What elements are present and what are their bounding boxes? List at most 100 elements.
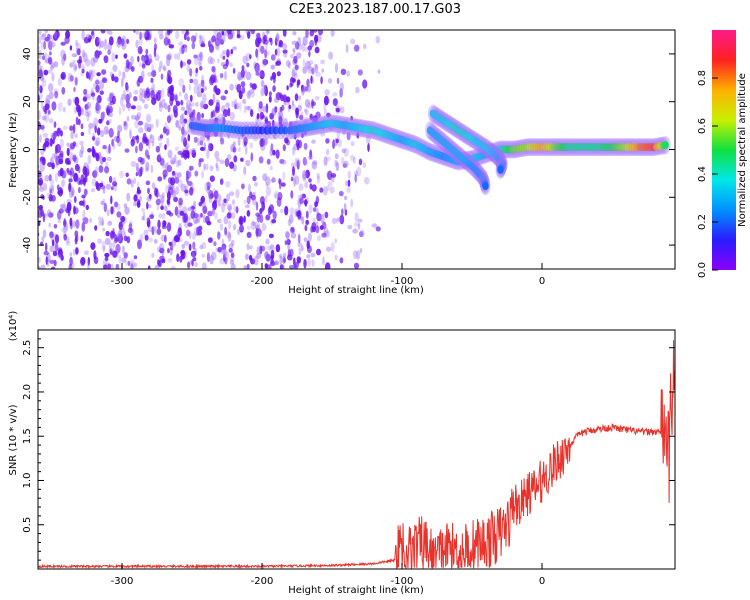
noise-speckle bbox=[262, 105, 267, 113]
y-tick-label: 0 bbox=[22, 146, 33, 152]
noise-speckle bbox=[104, 42, 107, 51]
noise-speckle bbox=[38, 110, 41, 121]
noise-speckle bbox=[96, 104, 102, 110]
noise-speckle bbox=[87, 148, 92, 153]
noise-speckle bbox=[282, 49, 288, 54]
noise-speckle bbox=[325, 246, 332, 252]
noise-speckle bbox=[81, 64, 85, 72]
noise-speckle bbox=[139, 87, 143, 96]
noise-speckle bbox=[290, 230, 295, 235]
noise-speckle bbox=[229, 83, 234, 91]
noise-speckle bbox=[107, 220, 113, 226]
y-tick-label: 2.0 bbox=[22, 384, 33, 400]
noise-speckle bbox=[229, 62, 233, 67]
noise-speckle bbox=[54, 242, 58, 251]
noise-speckle bbox=[38, 266, 41, 269]
noise-speckle bbox=[209, 57, 216, 65]
noise-speckle bbox=[306, 240, 310, 249]
noise-speckle bbox=[47, 33, 51, 39]
noise-speckle bbox=[99, 90, 105, 95]
noise-speckle bbox=[199, 135, 206, 142]
noise-speckle bbox=[350, 38, 356, 45]
noise-speckle bbox=[159, 134, 164, 139]
noise-speckle bbox=[183, 33, 187, 41]
noise-speckle bbox=[245, 105, 251, 111]
noise-speckle bbox=[167, 52, 173, 61]
noise-speckle bbox=[222, 63, 228, 70]
noise-speckle bbox=[117, 36, 122, 45]
noise-speckle bbox=[278, 121, 282, 129]
noise-speckle bbox=[54, 242, 59, 252]
noise-speckle bbox=[282, 43, 288, 50]
noise-speckle bbox=[184, 189, 189, 194]
noise-speckle bbox=[154, 264, 160, 269]
snr-multiplier: (x10⁴) bbox=[8, 311, 19, 342]
noise-speckle bbox=[56, 210, 62, 220]
noise-speckle bbox=[211, 117, 215, 126]
noise-speckle bbox=[259, 245, 263, 255]
noise-speckle bbox=[105, 183, 112, 190]
noise-speckle bbox=[157, 176, 163, 182]
noise-speckle bbox=[285, 231, 290, 240]
noise-speckle bbox=[33, 56, 35, 64]
noise-speckle bbox=[112, 142, 116, 150]
noise-speckle bbox=[173, 53, 178, 60]
noise-speckle bbox=[158, 213, 163, 219]
noise-speckle bbox=[181, 120, 186, 128]
noise-speckle bbox=[302, 58, 306, 67]
noise-speckle bbox=[274, 260, 280, 266]
y-tick-label: 1.0 bbox=[22, 473, 33, 489]
noise-speckle bbox=[343, 160, 349, 168]
noise-speckle bbox=[104, 252, 110, 258]
noise-speckle bbox=[303, 108, 307, 113]
noise-speckle bbox=[371, 223, 378, 228]
noise-speckle bbox=[219, 223, 224, 231]
noise-speckle bbox=[81, 217, 87, 222]
noise-speckle bbox=[200, 43, 206, 48]
noise-speckle bbox=[141, 63, 146, 69]
noise-speckle bbox=[33, 103, 36, 111]
noise-speckle bbox=[302, 156, 307, 166]
noise-speckle bbox=[353, 221, 359, 227]
noise-speckle bbox=[180, 250, 185, 260]
noise-speckle bbox=[139, 157, 145, 165]
noise-speckle bbox=[167, 90, 171, 97]
noise-speckle bbox=[108, 175, 113, 184]
noise-speckle bbox=[264, 136, 269, 145]
noise-speckle bbox=[136, 79, 141, 87]
noise-speckle bbox=[132, 30, 136, 33]
noise-speckle bbox=[243, 105, 247, 114]
noise-speckle bbox=[209, 254, 214, 265]
noise-speckle bbox=[54, 144, 59, 155]
noise-speckle bbox=[104, 39, 107, 44]
noise-speckle bbox=[43, 250, 49, 256]
noise-speckle bbox=[158, 259, 162, 268]
noise-speckle bbox=[97, 37, 101, 43]
noise-speckle bbox=[227, 206, 232, 212]
noise-speckle bbox=[47, 109, 51, 115]
noise-speckle bbox=[346, 70, 350, 77]
noise-speckle bbox=[230, 212, 236, 220]
noise-speckle bbox=[304, 99, 310, 108]
y-tick-label: 1.5 bbox=[22, 428, 33, 444]
noise-speckle bbox=[82, 52, 88, 63]
noise-speckle bbox=[72, 123, 76, 134]
noise-speckle bbox=[83, 217, 89, 225]
noise-speckle bbox=[221, 30, 225, 36]
noise-speckle bbox=[39, 125, 45, 130]
noise-speckle bbox=[248, 254, 253, 261]
noise-speckle bbox=[57, 127, 62, 134]
noise-speckle bbox=[227, 232, 232, 242]
noise-speckle bbox=[151, 252, 155, 258]
noise-speckle bbox=[265, 108, 269, 114]
noise-speckle bbox=[115, 54, 118, 59]
snr-frame bbox=[37, 329, 676, 570]
noise-speckle bbox=[94, 225, 98, 231]
noise-speckle bbox=[178, 125, 181, 131]
main-ridge-point bbox=[282, 126, 289, 135]
noise-speckle bbox=[69, 167, 75, 177]
noise-speckle bbox=[214, 117, 219, 123]
noise-speckle bbox=[166, 164, 173, 173]
noise-speckle bbox=[303, 171, 306, 182]
